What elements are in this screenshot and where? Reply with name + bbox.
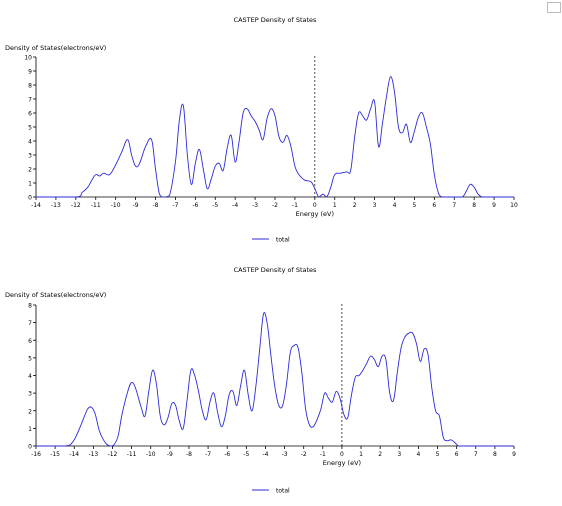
x-tick-label: 0	[313, 202, 317, 209]
y-tick-label: 3	[28, 391, 32, 398]
y-tick-label: 6	[28, 338, 32, 345]
x-tick-label: 5	[436, 451, 440, 458]
x-tick-label: 8	[493, 451, 497, 458]
x-tick-label: -4	[232, 202, 238, 209]
x-tick-label: -1	[292, 202, 298, 209]
y-tick-label: 5	[28, 125, 32, 132]
y-tick-label: 4	[28, 373, 32, 380]
x-tick-label: -7	[172, 202, 178, 209]
x-tick-label: 2	[353, 202, 357, 209]
x-tick-label: -11	[127, 451, 137, 458]
y-tick-label: 6	[28, 111, 32, 118]
x-tick-label: -6	[224, 451, 230, 458]
x-tick-label: 1	[359, 451, 363, 458]
x-tick-label: 3	[373, 202, 377, 209]
x-tick-label: -15	[50, 451, 60, 458]
x-tick-label: 2	[378, 451, 382, 458]
y-tick-label: 0	[28, 195, 32, 202]
x-axis-label: Energy (eV)	[323, 459, 361, 467]
x-tick-label: -5	[243, 451, 249, 458]
x-tick-label: 6	[455, 451, 459, 458]
x-tick-label: 0	[340, 451, 344, 458]
y-tick-label: 9	[28, 69, 32, 76]
x-tick-label: -2	[272, 202, 278, 209]
y-axis-label: Density of States(electrons/eV)	[5, 291, 106, 299]
y-tick-label: 3	[28, 153, 32, 160]
x-tick-label: -10	[146, 451, 156, 458]
y-tick-label: 1	[28, 181, 32, 188]
x-axis-label: Energy (eV)	[296, 210, 334, 218]
y-tick-label: 5	[28, 355, 32, 362]
x-tick-label: 3	[397, 451, 401, 458]
x-tick-label: 4	[416, 451, 420, 458]
window-corner-button[interactable]	[547, 2, 561, 13]
x-tick-label: -4	[262, 451, 268, 458]
x-tick-label: -8	[153, 202, 159, 209]
x-tick-label: -13	[51, 202, 61, 209]
x-tick-label: -3	[282, 451, 288, 458]
x-tick-label: 4	[393, 202, 397, 209]
x-tick-label: -11	[91, 202, 101, 209]
y-tick-label: 7	[28, 320, 32, 327]
y-tick-label: 8	[28, 83, 32, 90]
x-tick-label: 9	[512, 451, 516, 458]
x-tick-label: 9	[492, 202, 496, 209]
y-tick-label: 8	[28, 303, 32, 310]
x-tick-label: -14	[69, 451, 79, 458]
x-tick-label: 7	[452, 202, 456, 209]
y-tick-label: 7	[28, 97, 32, 104]
x-tick-label: -10	[111, 202, 121, 209]
chart-title: CASTEP Density of States	[234, 16, 317, 24]
y-tick-label: 0	[28, 444, 32, 451]
x-tick-label: 1	[333, 202, 337, 209]
x-tick-label: -13	[88, 451, 98, 458]
x-tick-label: -8	[186, 451, 192, 458]
series-line-total	[36, 76, 514, 198]
legend-label: total	[276, 488, 290, 495]
x-tick-label: 10	[510, 202, 518, 209]
series-line-total	[35, 312, 514, 447]
x-tick-label: 7	[474, 451, 478, 458]
x-tick-label: -14	[31, 202, 41, 209]
y-tick-label: 1	[28, 426, 32, 433]
x-tick-label: -6	[192, 202, 198, 209]
x-tick-label: -2	[301, 451, 307, 458]
y-axis-label: Density of States(electrons/eV)	[5, 44, 106, 52]
x-tick-label: 5	[413, 202, 417, 209]
y-tick-label: 2	[28, 167, 32, 174]
x-tick-label: -12	[108, 451, 118, 458]
x-tick-label: -3	[252, 202, 258, 209]
x-tick-label: -9	[133, 202, 139, 209]
x-tick-label: -5	[212, 202, 218, 209]
legend-label: total	[276, 237, 290, 244]
x-tick-label: -9	[167, 451, 173, 458]
y-tick-label: 10	[24, 55, 32, 62]
x-tick-label: -7	[205, 451, 211, 458]
x-tick-label: -16	[31, 451, 41, 458]
y-tick-label: 2	[28, 408, 32, 415]
x-tick-label: 8	[472, 202, 476, 209]
x-tick-label: -1	[320, 451, 326, 458]
x-tick-label: -12	[71, 202, 81, 209]
chart-title: CASTEP Density of States	[234, 266, 317, 274]
y-tick-label: 4	[28, 139, 32, 146]
x-tick-label: 6	[432, 202, 436, 209]
